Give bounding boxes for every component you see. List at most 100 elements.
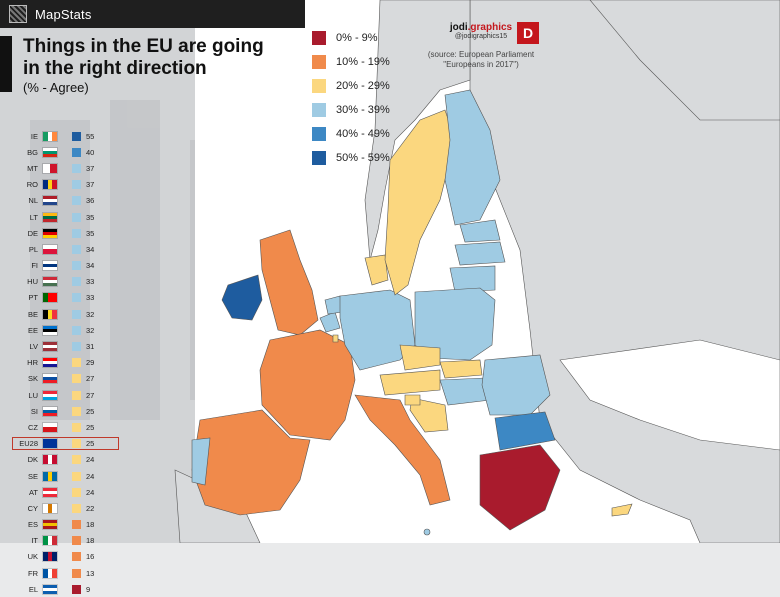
legend-label: 10% - 19% [336,56,390,68]
country-flag-icon [42,308,58,320]
country-code: EU28 [19,439,38,449]
ranking-row: HU 33 [18,274,128,290]
agree-percent: 35 [86,212,95,222]
value-swatch [72,471,81,481]
value-swatch [72,536,81,546]
country-flag-icon [42,486,58,498]
country-code: IE [30,131,38,141]
country-flag-icon [42,551,58,563]
country-code: BG [27,147,38,157]
color-legend: 0% - 9% 10% - 19% 20% - 29% 30% - 39% 40% - … [312,26,390,170]
value-swatch [72,180,81,190]
agree-percent: 33 [86,277,95,287]
value-swatch [72,277,81,287]
country-at [379,369,441,396]
country-flag-icon [42,276,58,288]
value-swatch [72,309,81,319]
credit-logo-domain: .graphics [467,22,513,33]
agree-percent: 31 [86,342,95,352]
agree-percent: 29 [86,358,95,368]
country-code: AT [28,487,38,497]
value-swatch [72,342,81,352]
country-code: BE [27,309,38,319]
country-ranking: IE 55 BG 40 MT 37 RO 37 NL 36 LT 35 DE 35 PL 34 FI 34 HU 33… [12,128,128,597]
country-flag-icon [42,146,58,158]
arctic [589,0,780,121]
ranking-row: EE 32 [18,322,128,338]
value-swatch [72,293,81,303]
country-flag-icon [42,373,58,385]
country-bg [494,411,556,451]
country-cy [611,503,633,517]
country-code: HU [27,277,38,287]
country-lv [454,241,506,266]
map-subtitle: (% - Agree) [23,80,89,95]
country-flag-icon [42,243,58,255]
legend-swatch [312,31,326,45]
value-swatch [72,406,81,416]
ranking-row: SE 24 [18,468,128,484]
legend-swatch [312,127,326,141]
credit-source-line1: (source: European Parliament [427,50,535,59]
agree-percent: 25 [86,439,95,449]
credit-block: jodi.graphics @jodigraphics15 D (source:… [420,22,542,70]
country-code: NL [28,196,38,206]
country-flag-icon [42,438,58,450]
agree-percent: 37 [86,163,95,173]
agree-percent: 9 [86,584,91,594]
country-code: LV [29,342,38,352]
legend-item: 30% - 39% [312,98,390,122]
ranking-row: PL 34 [18,241,128,257]
ranking-row: NL 36 [18,193,128,209]
value-swatch [72,358,81,368]
credit-source: (source: European Parliament "Europeans … [420,50,542,70]
country-lu [332,334,339,343]
agree-percent: 32 [86,309,95,319]
map-title: Things in the EU are going in the right … [23,36,264,79]
country-hr [409,397,449,433]
agree-percent: 24 [86,487,95,497]
value-swatch [72,325,81,335]
agree-percent: 18 [86,520,95,530]
agree-percent: 37 [86,180,95,190]
legend-swatch [312,103,326,117]
ranking-row: HR 29 [18,355,128,371]
country-sk [439,359,483,379]
agree-percent: 16 [86,552,95,562]
country-se [384,109,456,296]
country-code: PT [28,293,38,303]
country-flag-icon [42,195,58,207]
ranking-row: ES 18 [18,517,128,533]
agree-percent: 55 [86,131,95,141]
country-flag-icon [42,502,58,514]
agree-percent: 13 [86,568,95,578]
country-flag-icon [42,324,58,336]
ranking-row: DK 24 [18,452,128,468]
value-swatch [72,487,81,497]
country-code: RO [26,180,38,190]
title-accent-bar [0,36,12,92]
value-swatch [72,196,81,206]
country-mt [423,528,431,536]
country-pt [191,437,211,486]
brand-bar: MapStats [0,0,305,28]
agree-percent: 24 [86,471,95,481]
value-swatch [72,503,81,513]
brand-name: MapStats [35,6,92,22]
ranking-row: AT 24 [18,484,128,500]
country-it [354,394,451,506]
mapstats-logo-icon [9,5,27,23]
country-code: MT [27,163,38,173]
agree-percent: 27 [86,390,95,400]
value-swatch [72,552,81,562]
country-code: EE [27,325,38,335]
value-swatch [72,422,81,432]
agree-percent: 27 [86,374,95,384]
country-code: LT [29,212,38,222]
turkey [559,339,780,451]
agree-percent: 18 [86,536,95,546]
country-si [404,394,421,406]
ranking-row: FI 34 [18,258,128,274]
value-swatch [72,455,81,465]
country-flag-icon [42,292,58,304]
